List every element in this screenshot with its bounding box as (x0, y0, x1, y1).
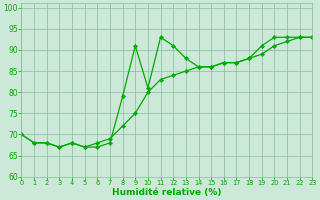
X-axis label: Humidité relative (%): Humidité relative (%) (112, 188, 222, 197)
